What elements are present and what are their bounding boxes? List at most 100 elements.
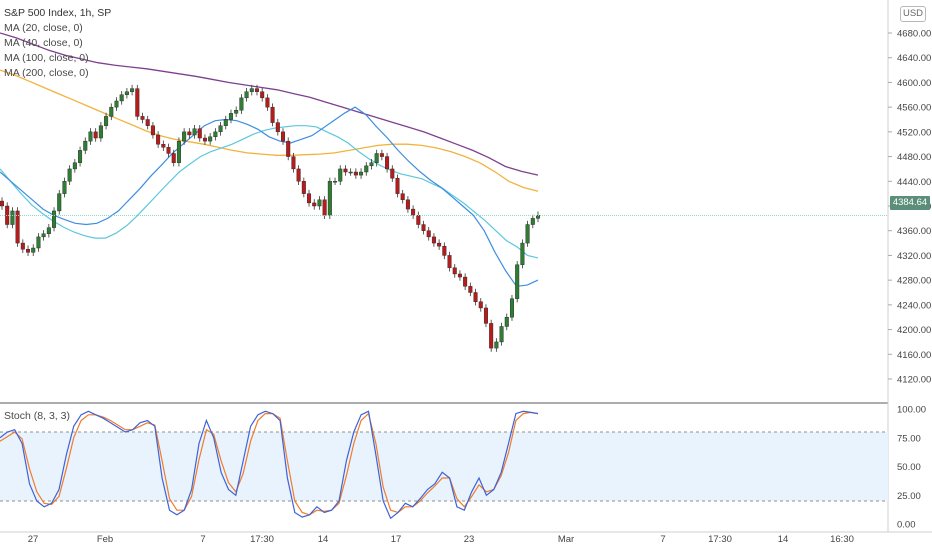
candle-body (426, 230, 431, 238)
price-tick-label: 4320.00 (897, 251, 931, 262)
candle-body (31, 247, 36, 253)
candle-body (130, 88, 135, 92)
candle-body (437, 242, 442, 247)
candle-body (509, 298, 514, 318)
stoch-tick-label: 100.00 (897, 405, 926, 416)
candle-body (369, 162, 374, 167)
candle-body (104, 116, 109, 126)
candle-body (98, 125, 103, 139)
candle-body (228, 113, 233, 120)
candle-body (208, 136, 213, 142)
stoch-d-line (0, 411, 539, 516)
candle-body (400, 193, 405, 201)
price-tick-label: 4600.00 (897, 78, 931, 89)
time-tick-label: 17:30 (708, 534, 732, 545)
ma40-line (0, 125, 539, 259)
candle-body (353, 171, 358, 176)
indicator-ma200: MA (200, close, 0) (4, 67, 89, 79)
candle-body (109, 106, 114, 117)
price-tick-label: 4480.00 (897, 152, 931, 163)
stoch-k-line (0, 410, 539, 520)
candle-body (515, 264, 520, 299)
candle-body (317, 199, 322, 207)
candle-body (26, 249, 31, 253)
candle-body (338, 168, 343, 182)
candle-body (187, 131, 192, 136)
candle-body (442, 245, 447, 256)
candle-body (254, 88, 259, 92)
price-tick-label: 4160.00 (897, 350, 931, 361)
price-tick-label: 4200.00 (897, 325, 931, 336)
candle-body (20, 242, 25, 250)
stoch-band (0, 432, 888, 501)
candle-body (431, 236, 436, 244)
candle-body (385, 156, 390, 170)
chart-legend: S&P 500 Index, 1h, SP MA (20, close, 0) … (4, 6, 111, 81)
candle-body (150, 125, 155, 136)
candle-body (10, 210, 15, 225)
price-tick-label: 4120.00 (897, 375, 931, 386)
candle-body (41, 233, 46, 238)
candle-body (46, 227, 51, 235)
indicator-ma20: MA (20, close, 0) (4, 22, 83, 34)
time-tick-label: 7 (660, 534, 665, 545)
time-tick-label: 14 (318, 534, 329, 545)
time-tick-label: 27 (28, 534, 39, 545)
candle-body (197, 128, 202, 139)
stoch-tick-label: 0.00 (897, 520, 916, 531)
candle-body (395, 177, 400, 194)
candle-body (114, 100, 119, 108)
currency-badge[interactable]: USD (900, 6, 926, 22)
candle-body (265, 97, 270, 108)
candle-body (452, 267, 457, 275)
candle-body (15, 210, 20, 244)
candle-body (156, 134, 161, 145)
candle-body (520, 242, 525, 265)
indicator-ma100: MA (100, close, 0) (4, 52, 89, 64)
candle-body (67, 168, 72, 182)
candle-body (499, 326, 504, 343)
candle-body (223, 119, 228, 126)
candle-body (343, 168, 348, 173)
candle-body (176, 140, 181, 163)
candle-body (244, 91, 249, 99)
candle-body (291, 156, 296, 170)
candle-body (202, 137, 207, 142)
candle-body (307, 193, 312, 204)
candle-body (249, 88, 254, 92)
candle-body (405, 199, 410, 210)
candle-body (281, 131, 286, 142)
candle-body (457, 273, 462, 278)
candle-body (36, 236, 41, 249)
candle-body (275, 122, 280, 133)
price-tick-label: 4520.00 (897, 127, 931, 138)
candle-body (296, 168, 301, 182)
candle-body (494, 341, 499, 349)
candle-body (270, 106, 275, 123)
candle-body (83, 140, 88, 151)
price-tick-label: 4640.00 (897, 53, 931, 64)
candle-body (88, 131, 93, 142)
stoch-tick-label: 50.00 (897, 462, 921, 473)
time-tick-label: 7 (200, 534, 205, 545)
time-tick-label: 14 (778, 534, 789, 545)
candle-body (234, 110, 239, 114)
time-tick-label: 16:30 (830, 534, 854, 545)
candle-body (135, 88, 140, 117)
candle-body (390, 168, 395, 179)
candle-body (447, 255, 452, 268)
candle-body (93, 131, 98, 139)
candle-body (182, 131, 187, 142)
candle-body (489, 323, 494, 349)
candle-body (239, 97, 244, 111)
candle-body (124, 91, 129, 95)
candle-body (78, 150, 83, 163)
candle-body (359, 171, 364, 176)
candle-body (411, 208, 416, 216)
candle-body (364, 165, 369, 173)
candle-body (333, 181, 338, 183)
time-tick-label: 17:30 (250, 534, 274, 545)
candle-body (171, 153, 176, 163)
candle-body (218, 125, 223, 133)
